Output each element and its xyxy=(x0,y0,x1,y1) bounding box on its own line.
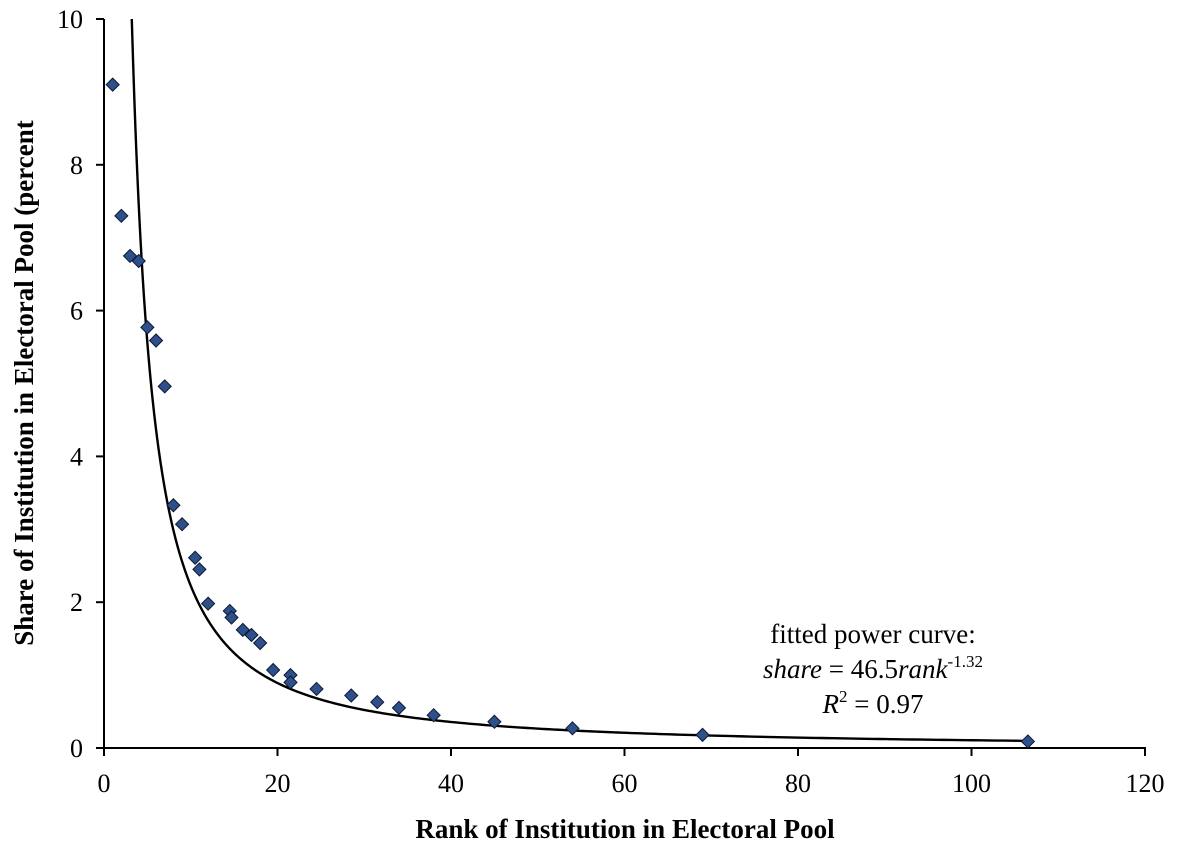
x-tick-label: 20 xyxy=(265,769,291,798)
data-point xyxy=(166,498,181,513)
annotation-r-sup: 2 xyxy=(839,687,848,706)
data-point xyxy=(244,627,259,643)
annotation-var-rank: rank xyxy=(898,654,949,684)
data-point xyxy=(695,727,710,743)
data-point xyxy=(157,379,172,394)
data-point xyxy=(200,596,216,611)
x-tick-label: 40 xyxy=(438,769,464,798)
x-tick-label: 100 xyxy=(952,769,991,798)
data-point xyxy=(192,562,207,577)
y-tick-label: 8 xyxy=(70,151,83,180)
annotation-line-1: fitted power curve: xyxy=(770,619,975,649)
data-point xyxy=(224,610,239,625)
data-points xyxy=(105,77,1036,749)
annotation-var-share: share xyxy=(763,654,822,684)
data-point xyxy=(487,714,502,729)
x-tick-label: 60 xyxy=(612,769,638,798)
y-tick-label: 2 xyxy=(70,588,83,617)
x-tick-label: 120 xyxy=(1126,769,1165,798)
data-point xyxy=(309,681,324,697)
fit-annotation: fitted power curve: share = 46.5rank-1.3… xyxy=(763,619,983,719)
data-point xyxy=(148,333,164,348)
y-tick-label: 4 xyxy=(70,442,83,471)
data-point xyxy=(114,208,129,224)
data-point xyxy=(283,675,298,690)
data-point xyxy=(131,253,146,269)
y-tick-label: 0 xyxy=(70,734,83,763)
data-point xyxy=(1020,734,1036,749)
data-point xyxy=(105,77,120,92)
x-tick-label: 0 xyxy=(98,769,111,798)
x-tick-label: 80 xyxy=(785,769,811,798)
y-tick-label: 6 xyxy=(70,297,83,326)
annotation-r-value: = 0.97 xyxy=(848,689,924,719)
annotation-eq-coef: = 46.5 xyxy=(822,654,898,684)
fitted-power-curve xyxy=(130,18,1028,743)
annotation-exponent: -1.32 xyxy=(948,652,983,671)
data-point xyxy=(174,516,190,532)
data-point xyxy=(344,688,359,703)
data-point xyxy=(235,622,251,638)
tick-labels: 0 20 40 60 80 100 120 0 2 4 6 8 10 xyxy=(57,5,1165,798)
data-point xyxy=(391,700,407,716)
annotation-var-r: R xyxy=(822,689,840,719)
data-point xyxy=(187,550,203,565)
axis-ticks xyxy=(96,18,1146,756)
data-point xyxy=(565,721,580,736)
data-point xyxy=(122,248,138,264)
annotation-equation: share = 46.5rank-1.32 xyxy=(763,652,983,684)
y-tick-label: 10 xyxy=(57,5,83,34)
data-point xyxy=(426,707,441,723)
data-point xyxy=(140,320,155,335)
data-point xyxy=(265,662,281,678)
data-point xyxy=(252,635,268,651)
y-axis-title: Share of Institution in Electoral Pool (… xyxy=(9,120,39,645)
data-point xyxy=(370,694,385,710)
x-axis-title: Rank of Institution in Electoral Pool xyxy=(415,814,835,844)
annotation-r-squared: R2 = 0.97 xyxy=(822,687,924,719)
